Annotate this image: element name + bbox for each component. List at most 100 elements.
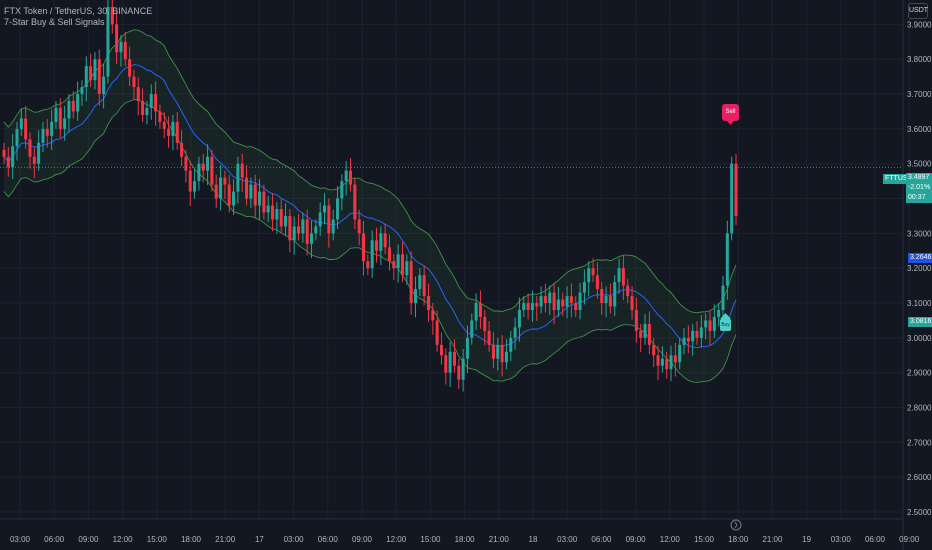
candle <box>487 321 491 352</box>
candle <box>405 254 409 285</box>
candle <box>305 209 309 256</box>
candle <box>28 132 32 169</box>
candle <box>110 0 114 34</box>
candle <box>587 261 591 297</box>
candle <box>708 310 712 346</box>
candle <box>327 198 331 248</box>
candle <box>613 275 617 316</box>
replay-icon[interactable] <box>730 519 742 531</box>
x-tick-label: 09:00 <box>899 535 920 544</box>
candle <box>37 130 41 171</box>
candle <box>71 91 75 119</box>
y-tick-label: 2.5000 <box>907 508 932 517</box>
price-change: -2.01% <box>908 184 931 191</box>
x-tick-label: 18:00 <box>181 535 202 544</box>
candle <box>284 203 288 236</box>
candle <box>721 275 725 322</box>
candle <box>41 121 45 153</box>
sell-signal-label: Sell <box>725 109 736 115</box>
x-tick-label: 18 <box>529 535 538 544</box>
candle <box>504 339 508 370</box>
x-tick-label: 06:00 <box>865 535 886 544</box>
candle <box>76 81 80 121</box>
candle <box>617 258 621 294</box>
candle <box>678 337 682 370</box>
candle <box>89 53 93 88</box>
candle <box>461 349 465 392</box>
candle <box>80 80 84 106</box>
candle <box>595 262 599 299</box>
currency-button[interactable]: USDT <box>908 3 928 19</box>
candle <box>660 346 664 373</box>
symbol-title[interactable]: FTX Token / TetherUS, 30, BINANCE <box>4 6 153 16</box>
candle <box>219 165 223 211</box>
candle <box>565 286 569 319</box>
candle <box>665 351 669 379</box>
y-tick-label: 3.1000 <box>907 299 932 308</box>
candle <box>344 160 348 196</box>
y-tick-label: 2.7000 <box>907 438 932 447</box>
candle <box>93 52 97 90</box>
lower-value-tag: 3.0816 <box>908 317 932 327</box>
candle <box>249 177 253 208</box>
upper-band <box>3 29 737 314</box>
y-tick-label: 3.7000 <box>907 90 932 99</box>
candle <box>266 195 270 222</box>
candle <box>396 244 400 283</box>
candle <box>626 278 630 304</box>
lower-band <box>3 99 737 383</box>
x-tick-label: 15:00 <box>147 535 168 544</box>
x-tick-label: 12:00 <box>113 535 134 544</box>
candle <box>483 310 487 346</box>
candle <box>366 254 370 276</box>
candle <box>128 46 132 87</box>
candle <box>353 177 357 229</box>
candle <box>15 121 19 161</box>
candle <box>162 112 166 139</box>
candle <box>240 153 244 192</box>
candle <box>32 146 36 178</box>
y-tick-label: 2.6000 <box>907 473 932 482</box>
time-axis[interactable]: 03:00 06:00 09:00 12:00 15:00 18:00 21:00 17 03:… <box>10 535 920 544</box>
x-tick-label: 18:00 <box>455 535 476 544</box>
candle <box>452 339 456 373</box>
candle <box>400 241 405 283</box>
candles <box>2 0 738 392</box>
candle <box>132 69 136 99</box>
candle <box>297 213 301 241</box>
last-price-value: 3.4897 <box>908 174 930 181</box>
x-tick-label: 03:00 <box>831 535 852 544</box>
x-tick-label: 19 <box>802 535 811 544</box>
candle <box>730 156 734 241</box>
candle <box>582 269 586 305</box>
price-axis[interactable]: 3.90003.80003.70003.60003.50003.40003.30… <box>907 20 932 517</box>
candle <box>474 293 478 330</box>
indicator-title[interactable]: 7-Star Buy & Sell Signals <box>4 17 105 27</box>
candle <box>543 283 547 313</box>
candle <box>214 174 218 208</box>
candle <box>6 146 10 177</box>
candle <box>465 325 469 374</box>
candle <box>275 202 279 234</box>
candle <box>24 105 28 149</box>
x-tick-label: 15:00 <box>694 535 715 544</box>
candle <box>717 303 721 327</box>
candle <box>691 323 695 356</box>
candle <box>509 330 513 362</box>
candle <box>361 220 366 276</box>
candle <box>608 283 612 314</box>
buy-signal <box>720 313 731 331</box>
candle <box>292 216 296 255</box>
candle <box>682 328 686 355</box>
candle <box>539 286 543 314</box>
x-tick-label: 18:00 <box>728 535 749 544</box>
candle <box>54 101 58 129</box>
candle <box>552 282 556 325</box>
candle <box>491 332 495 369</box>
candle <box>301 212 305 243</box>
candle <box>591 258 595 283</box>
candle <box>171 114 175 151</box>
candle <box>431 303 435 335</box>
x-tick-label: 09:00 <box>352 535 373 544</box>
